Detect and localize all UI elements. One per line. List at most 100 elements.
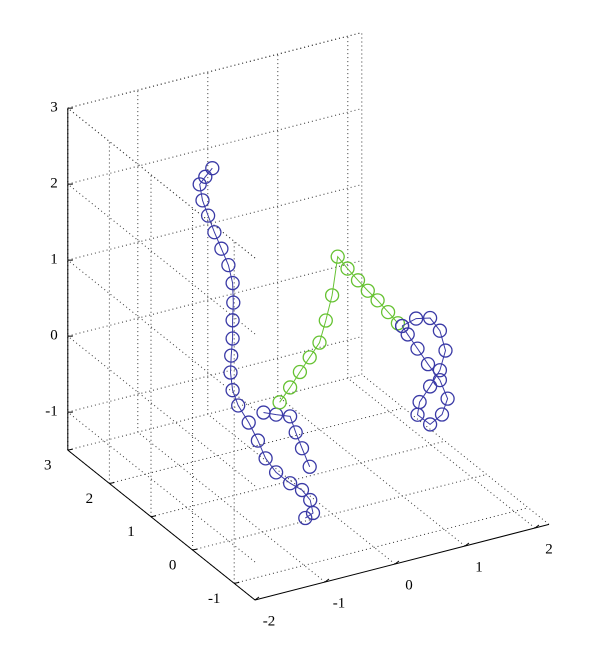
marker bbox=[268, 465, 284, 480]
marker bbox=[192, 177, 207, 192]
tick-mark bbox=[324, 578, 330, 583]
tick-mark bbox=[109, 481, 115, 484]
marker bbox=[312, 335, 327, 350]
marker bbox=[390, 316, 406, 331]
marker bbox=[207, 225, 222, 240]
marker bbox=[282, 380, 298, 395]
marker bbox=[225, 331, 240, 346]
axis-line bbox=[67, 449, 256, 601]
x-tick-label: 2 bbox=[545, 541, 553, 557]
series-line bbox=[263, 412, 311, 467]
marker bbox=[231, 398, 246, 413]
marker bbox=[438, 343, 453, 358]
marker bbox=[282, 409, 298, 424]
marker bbox=[214, 241, 229, 256]
grid-line bbox=[67, 260, 362, 337]
z-tick-label: 0 bbox=[50, 328, 58, 344]
tick-mark bbox=[254, 596, 260, 601]
grid-line bbox=[67, 336, 362, 413]
grid-line bbox=[234, 507, 529, 584]
y-tick-label: 0 bbox=[169, 557, 177, 573]
marker bbox=[200, 208, 216, 223]
z-tick-label: -1 bbox=[45, 404, 58, 420]
x-tick-label: 1 bbox=[475, 559, 483, 575]
grid-line bbox=[109, 407, 404, 484]
marker bbox=[340, 261, 355, 276]
marker bbox=[394, 318, 410, 334]
series-line bbox=[199, 167, 314, 519]
marker bbox=[434, 407, 450, 422]
marker bbox=[422, 310, 438, 326]
marker bbox=[205, 161, 220, 176]
marker bbox=[408, 311, 424, 326]
z-tick-label: 1 bbox=[50, 252, 58, 268]
y-tick-label: 3 bbox=[44, 458, 52, 474]
marker bbox=[250, 433, 266, 448]
grid-line bbox=[150, 440, 446, 518]
marker bbox=[294, 482, 310, 498]
marker bbox=[420, 357, 436, 372]
marker bbox=[410, 407, 425, 422]
marker bbox=[410, 341, 425, 356]
z-tick-label: 2 bbox=[50, 176, 58, 192]
tick-mark bbox=[234, 581, 240, 584]
marker bbox=[195, 193, 210, 208]
x-tick-label: -1 bbox=[333, 595, 346, 611]
marker bbox=[225, 275, 240, 291]
marker bbox=[223, 365, 238, 380]
marker bbox=[422, 417, 438, 432]
marker bbox=[226, 295, 241, 310]
marker bbox=[302, 350, 317, 365]
marker bbox=[241, 415, 256, 430]
grid-line bbox=[67, 411, 256, 563]
tick-mark bbox=[464, 542, 470, 547]
marker bbox=[360, 283, 375, 298]
axis-line bbox=[254, 523, 550, 601]
marker bbox=[272, 395, 287, 410]
marker bbox=[258, 451, 273, 466]
marker bbox=[305, 505, 321, 521]
marker bbox=[432, 363, 448, 378]
grid-line bbox=[67, 184, 362, 261]
marker bbox=[432, 372, 448, 388]
tick-mark bbox=[394, 560, 400, 565]
tick-mark bbox=[534, 524, 540, 529]
marker bbox=[292, 364, 308, 380]
grid-line bbox=[137, 431, 326, 583]
marker bbox=[198, 169, 213, 184]
box-edge bbox=[67, 32, 362, 109]
x-tick-label: 0 bbox=[405, 577, 413, 593]
marker bbox=[370, 293, 385, 308]
marker bbox=[221, 257, 236, 273]
tick-mark bbox=[192, 548, 198, 551]
marker bbox=[288, 425, 303, 440]
box-edge bbox=[361, 374, 550, 525]
marker bbox=[224, 348, 239, 363]
grid-line bbox=[67, 108, 362, 185]
marker bbox=[380, 304, 396, 320]
grid-line bbox=[67, 374, 362, 451]
marker bbox=[294, 441, 310, 456]
marker bbox=[225, 313, 240, 328]
z-tick-label: 3 bbox=[50, 100, 58, 116]
tick-mark bbox=[67, 448, 73, 451]
marker bbox=[432, 323, 448, 338]
box-edge bbox=[67, 107, 256, 259]
marker bbox=[282, 476, 298, 491]
series-line bbox=[279, 255, 399, 403]
marker bbox=[330, 249, 345, 264]
grid-line bbox=[67, 335, 256, 487]
marker bbox=[350, 273, 366, 288]
marker bbox=[302, 459, 317, 474]
marker bbox=[298, 510, 313, 526]
grid-line bbox=[192, 473, 487, 551]
y-tick-label: -1 bbox=[208, 591, 221, 607]
x-tick-label: -2 bbox=[263, 613, 276, 629]
marker bbox=[225, 383, 240, 398]
y-tick-label: 2 bbox=[86, 491, 94, 507]
y-tick-label: 1 bbox=[127, 524, 135, 540]
marker bbox=[318, 313, 333, 328]
marker bbox=[324, 288, 340, 303]
